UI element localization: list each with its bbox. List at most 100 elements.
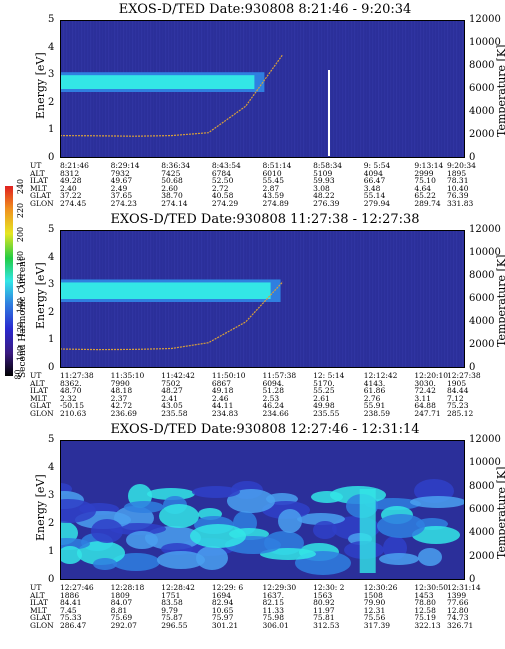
noise-stripe <box>435 20 437 158</box>
y-tick-label: 2 <box>48 306 55 318</box>
noise-stripe <box>279 20 281 158</box>
orbit-row-label: ALT <box>30 590 45 600</box>
orbit-cell: 234.83 <box>211 408 239 418</box>
orbit-cell: 312.53 <box>313 620 340 630</box>
orbit-cell: 2.49 <box>110 183 128 193</box>
noise-stripe <box>303 230 305 368</box>
orbit-cell: 8:51:14 <box>262 161 292 170</box>
orbit-cell: 8:29:14 <box>110 161 140 170</box>
noise-stripe <box>321 230 323 368</box>
y2-tick-label: 12000 <box>469 224 501 235</box>
orbit-cell: 72.42 <box>414 386 436 395</box>
noise-stripe <box>375 230 377 368</box>
orbit-cell: 2.32 <box>60 393 77 403</box>
orbit-cell: 274.45 <box>60 198 87 208</box>
orbit-cell: -50.15 <box>60 401 85 410</box>
y2-tick-label: 6000 <box>469 504 495 515</box>
noise-stripe <box>306 230 308 368</box>
orbit-cell: 210.63 <box>60 408 87 418</box>
noise-stripe <box>450 20 452 158</box>
orbit-cell: 7.12 <box>447 393 464 403</box>
orbit-row-label: GLON <box>30 620 54 630</box>
orbit-cell: 75.98 <box>262 613 284 622</box>
noise-stripe <box>312 230 314 368</box>
orbit-row-label: MLT <box>30 605 48 615</box>
orbit-cell: 12:30:26 <box>363 583 398 592</box>
noise-stripe <box>396 20 398 158</box>
orbit-cell: 75.81 <box>313 613 335 622</box>
orbit-cell: 12.31 <box>363 605 386 615</box>
orbit-cell: 234.66 <box>262 408 289 418</box>
orbit-row-label: ILAT <box>30 598 48 607</box>
orbit-cell: 2.76 <box>363 393 381 403</box>
orbit-row-label: ALT <box>30 168 45 178</box>
orbit-cell: 306.01 <box>262 620 289 630</box>
intensity-blob <box>412 526 460 544</box>
noise-stripe <box>300 20 302 158</box>
ion-band <box>60 75 255 89</box>
orbit-cell: 37.65 <box>110 191 133 200</box>
temperature-trace <box>60 54 284 137</box>
intensity-blob <box>93 558 117 570</box>
orbit-cell: 11:27:38 <box>60 371 94 380</box>
orbit-cell: 1905 <box>447 378 467 388</box>
orbit-cell: 12:27:38 <box>447 371 481 380</box>
plot-frame <box>60 440 465 580</box>
noise-stripe <box>459 20 461 158</box>
noise-stripe <box>396 230 398 368</box>
orbit-cell: 55.25 <box>313 386 335 395</box>
orbit-cell: 3.11 <box>414 393 432 403</box>
y-tick-label: 0 <box>48 362 55 373</box>
y-tick-label: 5 <box>48 434 55 445</box>
y-axis-label: Energy [eV] <box>34 262 47 330</box>
noise-stripe <box>291 230 293 368</box>
noise-stripe <box>378 20 380 158</box>
orbit-cell: 2.41 <box>161 393 178 403</box>
spectrogram-plot <box>60 230 465 368</box>
noise-stripe <box>384 20 386 158</box>
orbit-cell: 78.80 <box>414 598 436 607</box>
orbit-cell: 11:35:10 <box>110 371 145 380</box>
noise-stripe <box>402 230 404 368</box>
orbit-cell: 49.67 <box>110 176 133 185</box>
colorbar-tick: 220 <box>16 202 26 219</box>
noise-stripe <box>393 20 395 158</box>
y2-tick-label: 2000 <box>469 339 495 350</box>
orbit-cell: 46.24 <box>262 401 284 410</box>
orbit-cell: 12:12:42 <box>363 371 398 380</box>
noise-stripe <box>435 230 437 368</box>
intensity-blob <box>227 489 275 513</box>
noise-stripe <box>411 20 413 158</box>
noise-stripe <box>351 20 353 158</box>
y-tick-label: 2 <box>48 518 55 529</box>
orbit-cell: 12:28:42 <box>161 583 195 592</box>
noise-stripe <box>345 20 347 158</box>
orbit-cell: 48.27 <box>161 386 183 395</box>
orbit-cell: 8:43:54 <box>211 161 241 170</box>
orbit-cell: 7932 <box>110 168 130 178</box>
orbit-row-label: ILAT <box>30 386 48 395</box>
noise-stripe <box>291 20 293 158</box>
orbit-cell: 80.92 <box>313 598 335 607</box>
orbit-cell: 6010 <box>262 168 282 178</box>
orbit-cell: 55.91 <box>363 401 386 410</box>
noise-stripe <box>357 230 359 368</box>
orbit-cell: 75.33 <box>60 613 82 622</box>
orbit-cell: 279.94 <box>363 198 390 208</box>
orbit-cell: 43.05 <box>161 401 183 410</box>
orbit-cell: 326.71 <box>447 620 474 630</box>
orbit-cell: 331.83 <box>447 198 474 208</box>
noise-stripe <box>312 20 314 158</box>
orbit-cell: 40.58 <box>211 191 234 200</box>
orbit-cell: 12:29:30 <box>262 583 297 592</box>
noise-stripe <box>414 20 416 158</box>
orbit-cell: 8:36:34 <box>161 161 191 170</box>
intensity-blob <box>410 496 465 508</box>
intensity-blob <box>60 499 96 523</box>
noise-stripe <box>327 230 329 368</box>
noise-stripe <box>321 20 323 158</box>
noise-stripe <box>285 20 287 158</box>
noise-stripe <box>408 20 410 158</box>
noise-stripe <box>270 20 272 158</box>
y-tick-label: 1 <box>48 546 55 557</box>
